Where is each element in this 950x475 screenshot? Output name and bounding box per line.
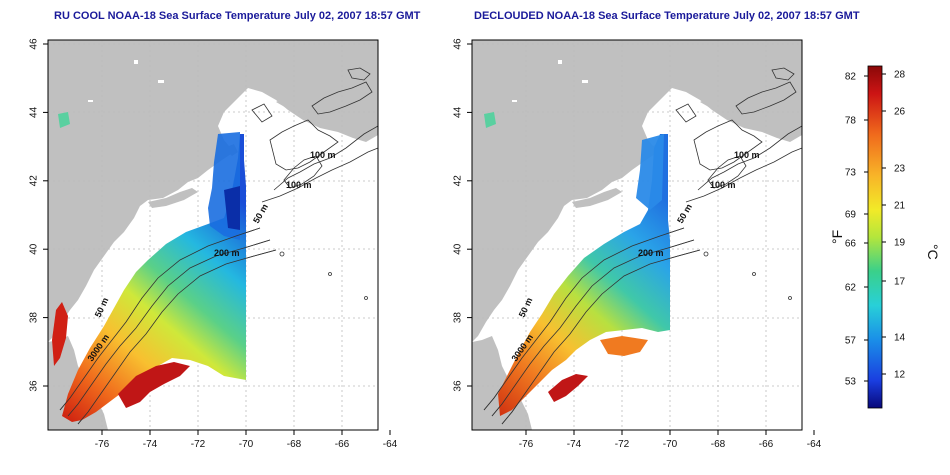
x-tick-label: -76	[95, 439, 110, 450]
x-tick-label: -76	[519, 439, 534, 450]
contour-label: 200 m	[214, 248, 240, 258]
colorbar-f-tick: 73	[845, 168, 857, 179]
colorbar-c-tick: 19	[894, 238, 906, 249]
colorbar-gradient	[867, 65, 883, 409]
x-tick-label: -70	[663, 439, 678, 450]
y-tick-label: 36	[29, 380, 40, 392]
sst-gulf-stream	[548, 374, 588, 402]
x-tick-label: -72	[615, 439, 630, 450]
map-panel-raw: 100 m 100 m 50 m 200 m 50 m 3000 m	[47, 39, 379, 431]
y-tick-label: 42	[29, 175, 40, 187]
x-tick-label: -64	[807, 439, 822, 450]
colorbar-c-tick: 23	[894, 164, 906, 175]
map-title-raw: RU COOL NOAA-18 Sea Surface Temperature …	[54, 10, 421, 22]
colorbar-c-tick: 28	[894, 70, 906, 81]
colorbar-f-tick: 69	[845, 210, 857, 221]
contour-label: 100 m	[710, 180, 736, 190]
axis-frame	[471, 39, 803, 431]
colorbar-f-ticks: 82 78 73 69 66 62 57 53	[845, 72, 868, 388]
sst-swath	[498, 134, 670, 416]
colorbar-unit-f: °F	[829, 230, 845, 244]
y-tick-label: 40	[453, 243, 464, 255]
x-tick-label: -74	[567, 439, 582, 450]
sst-bay	[52, 302, 68, 366]
colorbar-c-tick: 12	[894, 370, 906, 381]
sst-gulf-stream	[118, 362, 190, 408]
y-axis-left: 36 38 40 42 44 46	[29, 38, 48, 392]
x-tick-label: -68	[711, 439, 726, 450]
colorbar-c-tick: 26	[894, 107, 906, 118]
y-tick-label: 44	[29, 106, 40, 118]
colorbar-c-tick: 17	[894, 277, 906, 288]
colorbar-c-tick: 21	[894, 201, 906, 212]
y-tick-label: 38	[29, 312, 40, 324]
contour-label: 100 m	[310, 150, 336, 160]
colorbar-f-tick: 62	[845, 283, 857, 294]
colorbar-unit-c: °C	[925, 244, 941, 260]
x-tick-label: -66	[759, 439, 774, 450]
colorbar-f-tick: 53	[845, 377, 857, 388]
y-tick-label: 44	[453, 106, 464, 118]
contour-label: 100 m	[286, 180, 312, 190]
colorbar-f-tick: 57	[845, 336, 857, 347]
map-title-declouded: DECLOUDED NOAA-18 Sea Surface Temperatur…	[474, 10, 860, 22]
colorbar-f-tick: 82	[845, 72, 857, 83]
y-tick-label: 40	[29, 243, 40, 255]
colorbar-c-tick: 14	[894, 333, 906, 344]
sst-gulf-of-maine	[636, 134, 664, 210]
colorbar-f-tick: 66	[845, 239, 857, 250]
axis-frame	[47, 39, 379, 431]
y-tick-label: 38	[453, 312, 464, 324]
colorbar-f-tick: 78	[845, 116, 857, 127]
y-tick-label: 46	[453, 38, 464, 50]
sst-swath	[62, 134, 246, 422]
sst-blob	[484, 112, 496, 128]
y-axis-right: 36 38 40 42 44 46	[453, 38, 472, 392]
map-panel-declouded: 100 m 100 m 50 m 200 m 50 m 3000 m	[471, 39, 803, 431]
x-tick-label: -66	[335, 439, 350, 450]
contour-label: 100 m	[734, 150, 760, 160]
x-tick-label: -64	[383, 439, 398, 450]
x-tick-label: -72	[191, 439, 206, 450]
sst-cold-core	[224, 186, 240, 230]
sst-warm-eddy	[600, 336, 648, 356]
x-axis-right: -76 -74 -72 -70 -68 -66 -64	[519, 430, 822, 450]
y-tick-label: 42	[453, 175, 464, 187]
y-tick-label: 36	[453, 380, 464, 392]
sst-blob	[58, 112, 70, 128]
colorbar: 82 78 73 69 66 62 57 53 28 26 23 21 19 17 14 12 °F °C	[829, 65, 941, 409]
x-tick-label: -70	[239, 439, 254, 450]
colorbar-c-ticks: 28 26 23 21 19 17 14 12	[882, 70, 906, 381]
x-tick-label: -68	[287, 439, 302, 450]
y-tick-label: 46	[29, 38, 40, 50]
x-tick-label: -74	[143, 439, 158, 450]
contour-label: 200 m	[638, 248, 664, 258]
x-axis-left: -76 -74 -72 -70 -68 -66 -64	[95, 430, 398, 450]
